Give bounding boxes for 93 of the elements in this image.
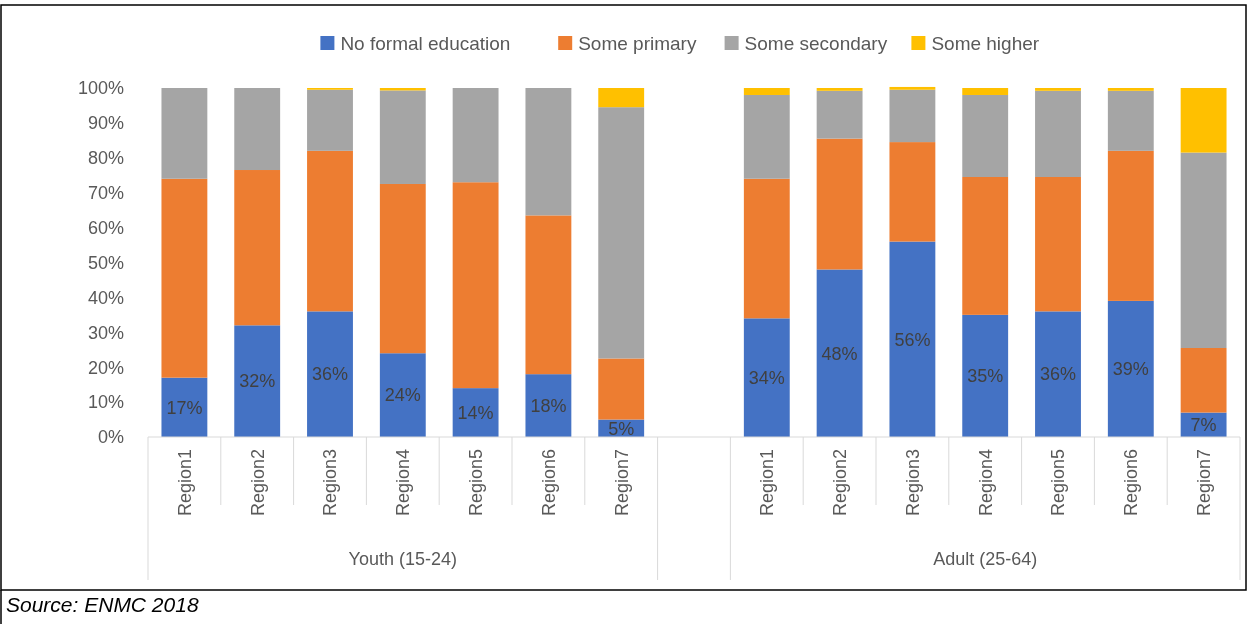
bar [307,89,353,151]
bar [889,142,936,242]
bar [816,88,863,91]
bar [525,88,572,216]
bar [525,215,572,375]
bar [962,314,1009,437]
y-tick-label: 0% [97,427,124,448]
y-tick-label: 20% [87,357,124,378]
bar [161,377,208,437]
bar [816,138,863,270]
x-tick-label: Region1 [174,449,195,517]
data-label: 56% [894,329,931,350]
x-tick-label: Region6 [1121,449,1142,517]
bar [743,94,790,179]
x-tick-label: Region5 [1048,449,1069,517]
x-tick-label: Region7 [611,449,632,517]
x-tick-label: Region5 [465,449,486,517]
bar [1035,88,1081,91]
y-tick-label: 80% [87,148,124,169]
bar [598,107,645,359]
bar [161,88,208,179]
legend-label: Some higher [931,32,1040,54]
legend-label: No formal education [340,32,511,54]
x-tick-label: Region7 [1193,449,1214,517]
bar [307,311,353,437]
bar [1180,152,1227,349]
bar [452,88,499,183]
bar [743,178,790,319]
data-label: 36% [1039,364,1077,385]
x-tick-label: Region1 [757,449,778,517]
text: Adult (25-64) [933,549,1038,569]
bar [962,177,1009,315]
data-label: 24% [384,385,421,406]
bar [889,86,936,90]
y-tick-label: 30% [87,322,124,343]
bar [379,183,426,354]
data-label: 7% [1190,415,1217,436]
bar [452,182,499,389]
bar [1107,88,1154,91]
bar [962,88,1009,95]
bar [1180,348,1227,413]
x-tick-label: Region4 [975,449,996,517]
bar [889,89,936,143]
source-note: Source: ENMC 2018 [6,593,199,616]
x-tick-label: Region2 [247,449,268,517]
data-label: 32% [239,371,276,392]
text: Youth (15-24) [348,549,458,569]
bar [816,90,863,139]
data-label: 18% [530,395,567,416]
bar [1107,150,1154,301]
bar [598,358,645,420]
x-tick-label: Region2 [829,449,850,517]
bar [743,88,790,95]
bar [234,170,281,326]
data-label: 34% [748,367,785,388]
bar [962,94,1009,177]
bar [1180,88,1227,153]
bar [598,88,645,108]
bar [234,88,281,171]
legend-label: Some secondary [744,32,888,54]
legend-label: Some primary [578,32,697,54]
bar [816,269,863,437]
data-label: 39% [1112,359,1149,380]
bar [379,90,426,184]
bar [307,150,353,312]
y-tick-label: 60% [87,217,124,238]
y-tick-label: 10% [87,392,124,413]
y-tick-label: 50% [87,252,124,273]
y-tick-label: 90% [87,113,124,134]
x-tick-label: Region3 [902,449,923,517]
x-tick-label: Region6 [538,449,559,517]
x-tick-label: Region4 [393,449,414,517]
y-tick-label: 70% [87,183,124,203]
bar [1035,177,1081,312]
bar [889,241,936,437]
bar [161,178,208,378]
data-label: 14% [457,402,494,423]
bar [379,353,426,437]
bar [1107,300,1154,437]
bar [525,374,572,437]
data-label: 36% [311,364,349,385]
bar [743,318,790,437]
data-label: 5% [608,418,635,439]
x-tick-label: Region3 [320,449,341,517]
data-label: 35% [967,366,1004,387]
y-tick-label: 100% [77,78,124,99]
y-tick-label: 40% [87,287,124,308]
bar [1107,90,1154,151]
bar [234,325,281,437]
bar [1035,311,1081,437]
bar [1035,90,1081,177]
data-label: 48% [821,343,858,364]
data-label: 17% [166,397,203,418]
